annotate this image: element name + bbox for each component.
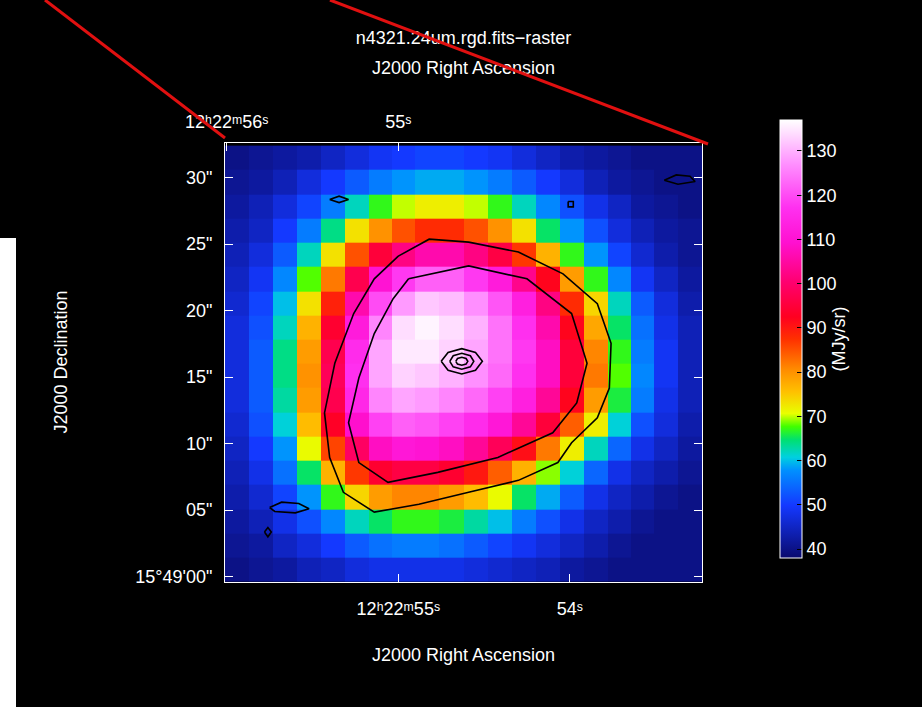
svg-text:40: 40	[807, 539, 827, 559]
svg-text:20": 20"	[186, 301, 212, 321]
svg-text:J2000 Right Ascension: J2000 Right Ascension	[372, 645, 555, 665]
svg-text:80: 80	[807, 362, 827, 382]
svg-text:110: 110	[807, 230, 836, 250]
svg-text:100: 100	[807, 274, 837, 294]
svg-text:(MJy/sr): (MJy/sr)	[829, 307, 849, 372]
svg-text:n4321.24um.rgd.fits−raster: n4321.24um.rgd.fits−raster	[356, 28, 572, 48]
svg-text:12ʰ22ᵐ55ˢ: 12ʰ22ᵐ55ˢ	[357, 599, 440, 619]
svg-text:10": 10"	[186, 434, 212, 454]
svg-text:15": 15"	[186, 367, 212, 387]
svg-text:90: 90	[807, 318, 827, 338]
svg-text:60: 60	[807, 451, 827, 471]
svg-text:15°49'00": 15°49'00"	[135, 567, 212, 587]
svg-text:J2000 Declination: J2000 Declination	[51, 290, 71, 433]
svg-text:30": 30"	[186, 168, 212, 188]
svg-text:J2000 Right Ascension: J2000 Right Ascension	[372, 58, 555, 78]
svg-text:55ˢ: 55ˢ	[385, 112, 411, 132]
svg-text:54ˢ: 54ˢ	[557, 599, 583, 619]
svg-text:120: 120	[807, 186, 837, 206]
svg-text:130: 130	[807, 141, 837, 161]
svg-text:25": 25"	[186, 234, 212, 254]
svg-text:12ʰ22ᵐ56ˢ: 12ʰ22ᵐ56ˢ	[185, 112, 268, 132]
svg-text:70: 70	[807, 407, 827, 427]
svg-text:50: 50	[807, 495, 827, 515]
svg-text:05": 05"	[186, 500, 212, 520]
